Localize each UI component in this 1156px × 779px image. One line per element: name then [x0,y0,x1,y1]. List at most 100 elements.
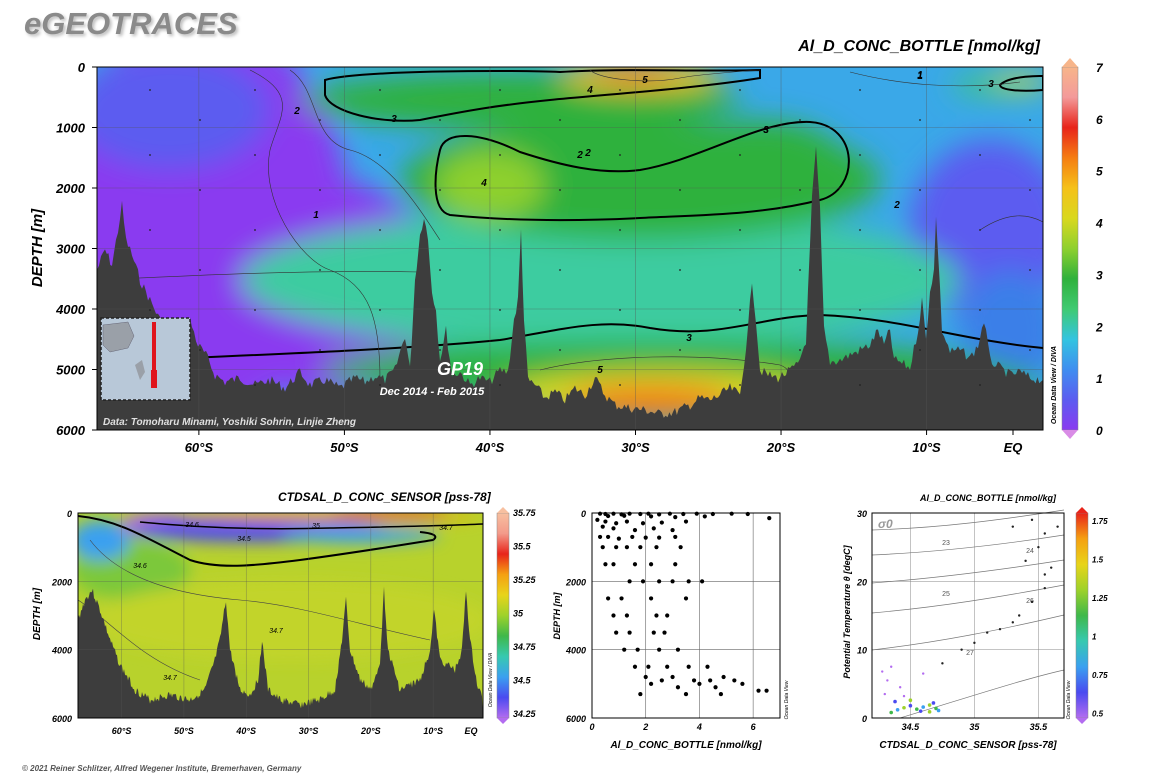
salinity-contour-label: 34.7 [439,525,454,532]
main-sample-markers [149,89,1031,386]
ts-y-tick-label: 20 [856,577,867,587]
salinity-colorbar-tick-label: 35.25 [513,575,537,585]
scatter-point [614,521,619,526]
salinity-colorbar-cap-bottom [497,718,509,724]
ts-point [927,703,932,707]
main-contour-label: 2 [584,148,591,159]
scatter-point [710,511,715,517]
scatter-point [640,579,646,584]
ts-point [921,705,925,709]
scatter-point [648,596,654,601]
scatter-plot-frame [591,512,781,719]
scatter-point [708,678,713,683]
main-colorbar-cap-bottom [1062,430,1078,439]
salinity-colorbar-tick-label: 35 [513,609,524,619]
scatter-point [670,674,675,680]
main-colorbar-cap-top [1062,58,1078,67]
ts-point [960,648,963,651]
main-x-tick-label: 40°S [475,440,505,455]
main-contour-label: 2 [893,200,900,211]
ts-point [1056,525,1059,528]
ts-point [1043,586,1047,590]
ts-point [881,670,884,673]
main-odv-label: Ocean Data View / DIVA [1051,346,1058,424]
main-contour-label: 4 [480,178,487,189]
main-contour-label: 5 [597,365,603,376]
ts-colorbar-tick-label: 1.75 [1092,517,1108,526]
scatter-point [616,536,621,541]
ts-point [1011,621,1014,624]
scatter-point [657,535,662,540]
scatter-point [640,521,646,526]
salinity-chart-title: CTDSAL_D_CONC_SENSOR [pss-78] [278,490,491,504]
scatter-point [756,688,761,693]
main-contour-label: 3 [391,114,397,125]
main-contour-label: 1 [313,210,319,221]
ts-point [898,686,902,689]
scatter-point [694,511,699,516]
ts-y-tick-label: 10 [857,646,867,656]
salinity-colorbar-tick-label: 34.25 [513,709,537,719]
scatter-point [657,512,662,517]
ts-colorbar [1075,512,1089,719]
main-contour-label: 2 [576,150,583,161]
salinity-y-axis-label: DEPTH [m] [32,587,43,640]
scatter-point [624,545,630,550]
salinity-contour-label: 34.6 [185,522,199,529]
egeotraces-logo: eGEOTRACES [24,6,238,41]
scatter-point [651,526,656,531]
scatter-point [691,678,697,683]
salinity-heatmap-field [78,513,483,718]
scatter-point [670,527,675,533]
scatter-point [632,562,638,567]
salinity-bathymetry [78,586,483,718]
scatter-point [606,513,611,519]
ts-isopycnal [899,669,1065,719]
scatter-point [659,520,664,525]
ts-points [881,518,1059,715]
ts-point [1043,573,1047,576]
scatter-point [740,681,745,686]
scatter-point [764,688,769,693]
scatter-point [713,685,718,690]
scatter-point [648,514,654,519]
ts-point [1011,525,1014,528]
scatter-point [619,596,624,601]
scatter-point [606,596,611,601]
salinity-contour-label: 34.5 [237,536,251,543]
salinity-contour-label: 34.6 [133,563,147,570]
ts-point [895,708,900,712]
main-y-tick-label: 6000 [56,423,86,438]
salinity-y-tick-label: 2000 [51,577,72,587]
scatter-point [681,511,686,517]
scatter-point [657,647,662,652]
main-y-tick-label: 5000 [56,363,86,378]
scatter-point [657,579,662,584]
scatter-point [600,524,605,529]
scatter-point [662,630,667,635]
ts-x-tick-label: 35 [969,722,980,732]
main-colorbar-tick-label: 7 [1096,61,1104,75]
scatter-y-axis-label: DEPTH [m] [552,591,562,639]
ts-point [998,627,1002,631]
ts-colorbar-tick-label: 1.5 [1092,556,1104,565]
scatter-point [603,562,608,567]
scatter-point [600,545,605,550]
scatter-point [638,545,643,550]
main-contour-3-upper [324,68,761,122]
salinity-x-tick-label: 50°S [174,726,194,736]
salinity-odv-label: Ocean Data View / DIVA [488,652,494,707]
ts-point [1043,532,1047,535]
ts-isopycnal [871,584,1065,614]
copyright-footer: © 2021 Reiner Schlitzer, Alfred Wegener … [22,764,302,773]
scatter-y-tick-label: 4000 [565,646,586,656]
ts-point [927,710,932,714]
ts-colorbar-tick-label: 1.25 [1092,594,1108,603]
scatter-point [606,534,611,540]
main-contour-3-north [998,74,1043,92]
ts-point [915,707,919,711]
ts-x-tick-label: 35.5 [1030,722,1049,732]
main-colorbar-tick-label: 0 [1096,424,1103,438]
scatter-point [635,647,640,652]
